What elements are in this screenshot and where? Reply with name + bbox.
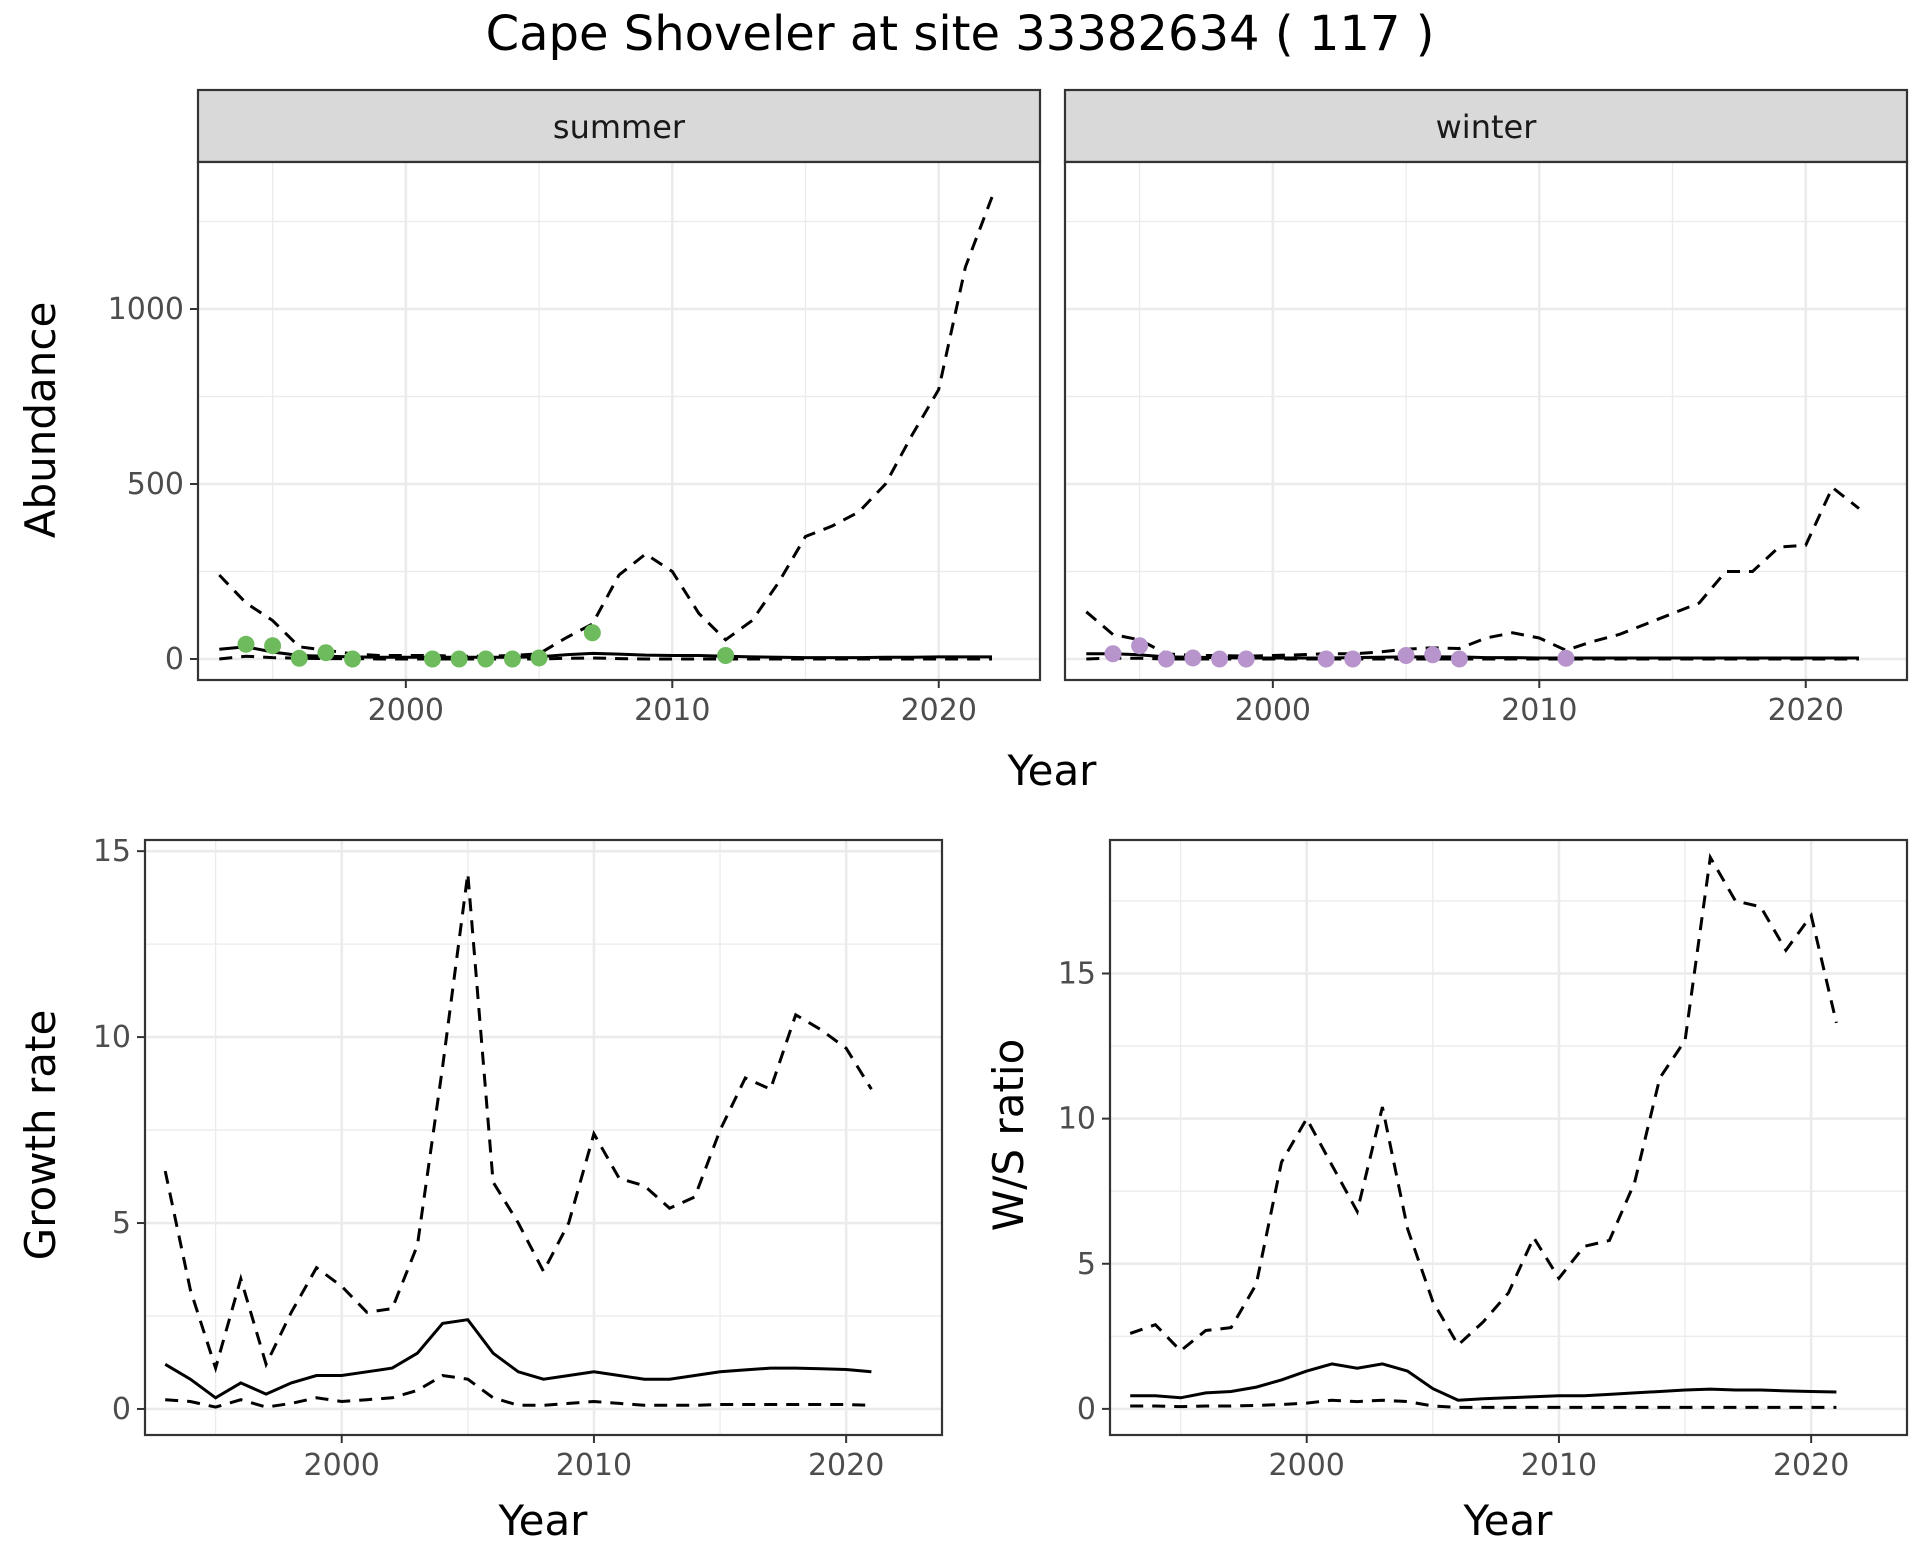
panel-ws-ratio: 2000 2010 2020 0 5 10 15 (1058, 838, 1909, 1483)
x-tick-label: 2020 (1768, 693, 1844, 728)
facet-strip-summer (196, 88, 1042, 164)
x-tick-label: 2000 (304, 1448, 380, 1483)
panel-background (198, 162, 1040, 680)
x-tick-label: 2010 (634, 693, 710, 728)
data-point (1104, 645, 1122, 663)
y-tick-label: 5 (1077, 1247, 1096, 1282)
series-line-bound (1129, 852, 1838, 1353)
y-tick-label: 10 (1058, 1102, 1096, 1137)
data-point (530, 649, 548, 667)
data-point (237, 635, 255, 653)
data-point (1317, 650, 1335, 668)
panel-abundance-winter: 2000 2010 2020 (1063, 160, 1909, 728)
data-point (450, 650, 468, 668)
panel-background (145, 840, 942, 1435)
y-tick-label: 0 (1077, 1392, 1096, 1427)
y-tick-label: 1000 (108, 292, 184, 327)
series-line-estimate (1130, 1362, 1837, 1402)
x-tick-label: 2000 (368, 693, 444, 728)
x-tick-label: 2020 (1773, 1448, 1849, 1483)
data-point (1344, 650, 1362, 668)
series-line-estimate (164, 1318, 872, 1400)
x-tick-label: 2010 (1501, 693, 1577, 728)
panel-border (1063, 160, 1909, 682)
data-point (1184, 649, 1202, 667)
abundance-y-axis-title: Abundance (16, 302, 65, 539)
data-point (717, 647, 735, 664)
data-point (264, 637, 282, 655)
panel-background (1110, 840, 1907, 1435)
data-point (1450, 650, 1468, 668)
series-line-bound (163, 873, 873, 1374)
abundance-x-axis-title: Year (1007, 746, 1098, 795)
y-tick-label: 5 (112, 1206, 131, 1241)
data-point (1397, 647, 1415, 664)
y-tick-label: 15 (93, 834, 131, 869)
panel-border (196, 160, 1042, 682)
data-point (1424, 646, 1442, 664)
facet-label-summer: summer (553, 108, 686, 146)
chart-title: Cape Shoveler at site 33382634 ( 117 ) (486, 6, 1435, 62)
series-line-bound (1086, 656, 1859, 661)
data-point (1157, 650, 1175, 668)
y-tick-label: 10 (93, 1020, 131, 1055)
x-tick-label: 2000 (1235, 693, 1311, 728)
x-tick-label: 2020 (808, 1448, 884, 1483)
growth-rate-x-axis-title: Year (498, 1496, 589, 1545)
panel-border (1108, 838, 1909, 1437)
data-point (1131, 637, 1149, 655)
x-tick-label: 2000 (1269, 1448, 1345, 1483)
x-tick-label: 2010 (1521, 1448, 1597, 1483)
y-tick-label: 0 (112, 1392, 131, 1427)
panel-border (143, 838, 944, 1437)
data-point (583, 624, 601, 642)
y-tick-label: 500 (127, 467, 184, 502)
data-point (1237, 650, 1255, 668)
series-line-bound (165, 1373, 872, 1409)
data-point (477, 650, 495, 668)
y-tick-label: 15 (1058, 957, 1096, 992)
y-tick-label: 0 (165, 642, 184, 677)
ws-ratio-x-axis-title: Year (1463, 1496, 1554, 1545)
data-point (1557, 649, 1575, 667)
panel-growth-rate: 2000 2010 2020 0 5 10 15 (93, 834, 944, 1483)
ws-ratio-y-axis-title: W/S ratio (984, 1039, 1033, 1232)
data-point (1211, 650, 1229, 668)
x-tick-label: 2020 (901, 693, 977, 728)
series-line-bound (219, 654, 992, 661)
data-point (290, 649, 308, 667)
data-point (344, 650, 362, 668)
data-point (423, 650, 441, 668)
panel-background (1065, 162, 1907, 680)
series-line-bound (1130, 1398, 1837, 1409)
x-tick-label: 2010 (556, 1448, 632, 1483)
data-point (317, 644, 335, 662)
panel-abundance-summer: 2000 2010 2020 0 500 1000 (108, 160, 1042, 728)
facet-label-winter: winter (1436, 108, 1538, 146)
growth-rate-y-axis-title: Growth rate (16, 1010, 65, 1261)
data-point (503, 650, 521, 668)
